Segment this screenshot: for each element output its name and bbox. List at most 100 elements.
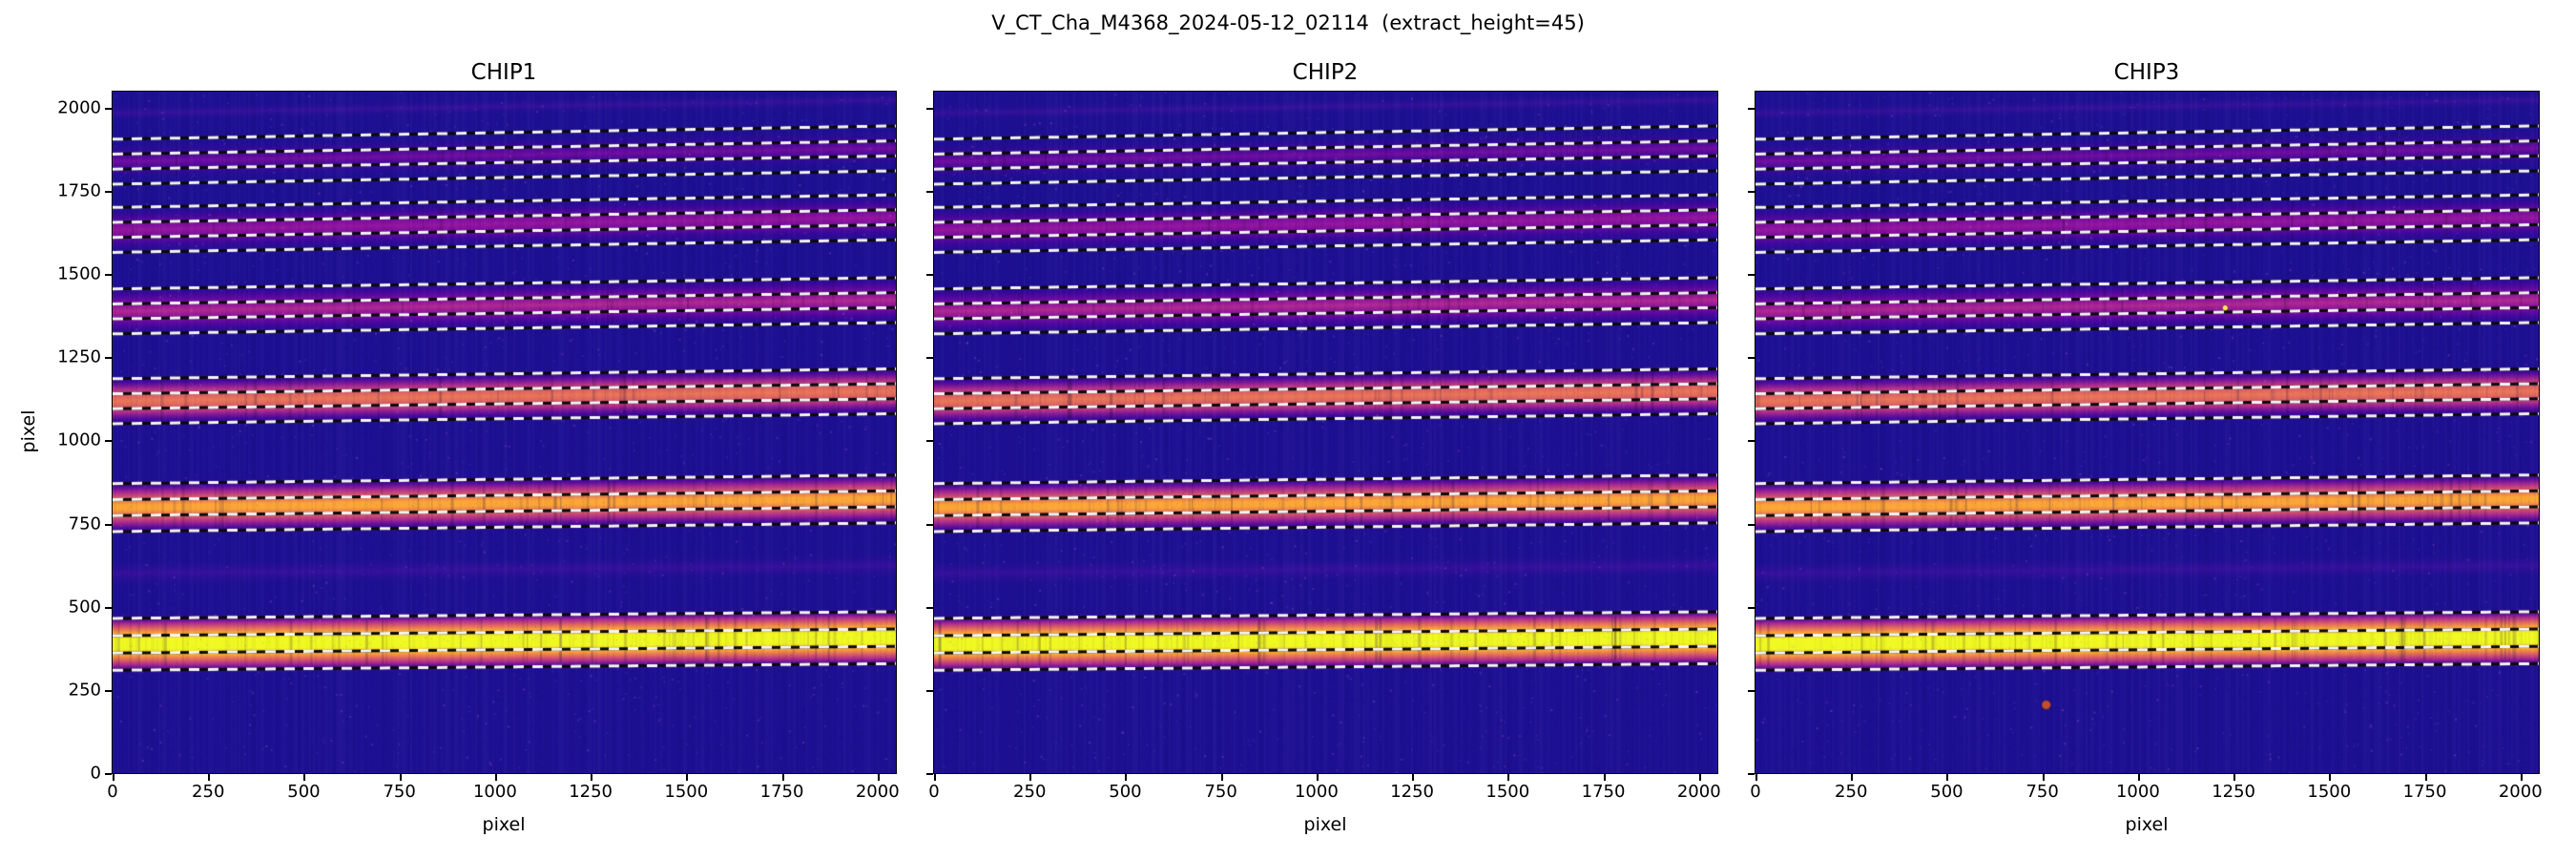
x-tick-label: 250 [1013, 782, 1047, 802]
x-tick-mark [1851, 774, 1854, 781]
x-tick-label: 0 [928, 782, 940, 802]
x-tick-mark [591, 774, 593, 781]
chip2-image [933, 91, 1718, 774]
x-tick-label: 1000 [2115, 782, 2160, 802]
y-tick-mark [926, 190, 933, 193]
y-tick-mark [926, 107, 933, 110]
x-tick-mark [2233, 774, 2236, 781]
x-tick-label: 1500 [1485, 782, 1530, 802]
x-tick-mark [877, 774, 880, 781]
x-tick-mark [303, 774, 306, 781]
y-tick-mark [105, 440, 112, 443]
panel-title: CHIP3 [2113, 60, 2180, 85]
y-tick-mark [926, 689, 933, 692]
y-tick-mark [105, 689, 112, 692]
x-tick-label: 1750 [759, 782, 804, 802]
x-tick-label: 1750 [1581, 782, 1626, 802]
y-tick-label: 1500 [57, 263, 101, 284]
y-tick-mark [105, 523, 112, 526]
y-tick-mark [1748, 190, 1755, 193]
y-tick-mark [1748, 773, 1755, 775]
x-tick-label: 2000 [2498, 782, 2543, 802]
x-tick-label: 2000 [1676, 782, 1721, 802]
panel-chip2: CHIP2 0 250 500 750 1000 1250 1500 1750 2000 pix… [926, 60, 1721, 835]
y-tick-mark [1748, 274, 1755, 277]
panel-title: CHIP2 [1292, 60, 1359, 85]
x-tick-label: 0 [107, 782, 118, 802]
x-tick-label: 1500 [664, 782, 709, 802]
x-tick-mark [2042, 774, 2045, 781]
x-tick-mark [934, 774, 936, 781]
x-tick-label: 1250 [2212, 782, 2255, 802]
panel-title: CHIP1 [470, 60, 537, 85]
y-tick-mark [1748, 523, 1755, 526]
y-tick-mark [926, 440, 933, 443]
x-tick-mark [1029, 774, 1032, 781]
x-tick-label: 1750 [2402, 782, 2447, 802]
figure-title: V_CT_Cha_M4368_2024-05-12_02114 (extract… [991, 11, 1585, 34]
x-tick-label: 500 [287, 782, 321, 802]
x-tick-mark [399, 774, 402, 781]
y-tick-mark [105, 190, 112, 193]
y-tick-label: 750 [68, 513, 101, 534]
y-tick-label: 1750 [57, 180, 101, 201]
x-tick-mark [1507, 774, 1510, 781]
x-tick-mark [1946, 774, 1949, 781]
x-tick-label: 750 [2025, 782, 2059, 802]
x-tick-mark [781, 774, 784, 781]
x-tick-mark [494, 774, 497, 781]
y-tick-label: 1000 [57, 430, 101, 450]
x-tick-mark [1698, 774, 1701, 781]
y-tick-mark [926, 274, 933, 277]
x-tick-label: 1250 [1390, 782, 1434, 802]
x-tick-mark [1412, 774, 1415, 781]
x-tick-label: 250 [192, 782, 225, 802]
x-tick-label: 750 [383, 782, 416, 802]
y-tick-mark [926, 357, 933, 360]
y-tick-mark [105, 357, 112, 360]
x-tick-label: 250 [1835, 782, 1868, 802]
y-tick-mark [1748, 440, 1755, 443]
x-tick-mark [686, 774, 689, 781]
y-tick-mark [105, 773, 112, 775]
panel-chip1: CHIP1 0 250 500 750 1000 1250 1500 1750 2000 0 25… [57, 60, 899, 835]
x-axis-label: pixel [2125, 814, 2169, 835]
chip1-image [112, 91, 897, 774]
y-tick-mark [105, 606, 112, 609]
panel-chip3: CHIP3 0 250 500 750 1000 1250 1500 1750 2000 pix… [1748, 60, 2543, 835]
chip3-image [1755, 91, 2540, 774]
x-tick-mark [1220, 774, 1223, 781]
y-tick-label: 500 [68, 597, 101, 618]
x-tick-label: 2000 [855, 782, 900, 802]
x-tick-label: 1000 [1294, 782, 1339, 802]
x-tick-label: 0 [1750, 782, 1761, 802]
x-tick-label: 750 [1204, 782, 1237, 802]
x-tick-mark [2137, 774, 2140, 781]
x-tick-mark [2424, 774, 2427, 781]
x-tick-mark [208, 774, 211, 781]
x-tick-label: 500 [1109, 782, 1142, 802]
y-tick-label: 0 [90, 763, 101, 784]
x-tick-label: 1250 [569, 782, 613, 802]
y-tick-mark [1748, 357, 1755, 360]
x-tick-mark [1755, 774, 1757, 781]
x-tick-mark [2329, 774, 2332, 781]
y-tick-mark [105, 107, 112, 110]
y-tick-label: 250 [68, 680, 101, 701]
x-axis-label: pixel [482, 814, 526, 835]
x-tick-mark [1316, 774, 1319, 781]
x-tick-mark [2520, 774, 2523, 781]
y-tick-mark [105, 274, 112, 277]
x-tick-mark [1125, 774, 1128, 781]
y-tick-mark [926, 523, 933, 526]
x-tick-mark [1603, 774, 1606, 781]
x-tick-label: 500 [1930, 782, 1963, 802]
y-tick-mark [1748, 689, 1755, 692]
y-tick-label: 2000 [57, 97, 101, 118]
y-axis-label: pixel [18, 409, 39, 453]
x-axis-label: pixel [1303, 814, 1347, 835]
y-tick-mark [1748, 606, 1755, 609]
y-tick-mark [926, 606, 933, 609]
y-tick-label: 1250 [57, 346, 101, 367]
